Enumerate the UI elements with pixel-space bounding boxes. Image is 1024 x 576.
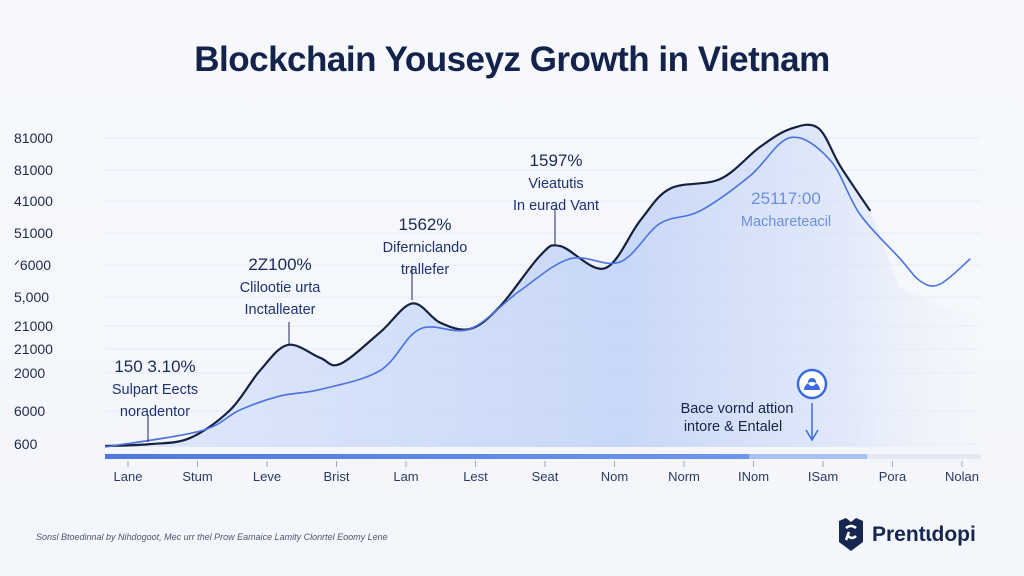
- progress-bar: [105, 454, 981, 459]
- annotation-value: 1597%: [530, 151, 583, 170]
- annotation-label: Machareteacil: [741, 214, 831, 230]
- logo-text: Prentɩdopi: [872, 523, 976, 546]
- x-tick-label: Seat: [532, 469, 559, 484]
- y-tick-label: 81000: [14, 162, 53, 178]
- annotation-value: 150 3.10%: [114, 357, 195, 376]
- annotation-label: Inctalleater: [245, 302, 316, 318]
- x-tick-label: Brist: [324, 469, 350, 484]
- annotation-label: Diferniclando: [383, 240, 468, 256]
- annotation: 150 3.10% Sulpart Eects noradentor: [112, 357, 198, 442]
- x-tick-label: Lam: [393, 469, 418, 484]
- x-tick-label: Norm: [668, 469, 700, 484]
- annotation: 25117:00 Machareteacil: [741, 189, 831, 230]
- annotation-value: 1562%: [399, 215, 452, 234]
- annotation: 1562% Diferniclando trallefer: [383, 215, 468, 300]
- y-tick-label: 81000: [14, 130, 53, 146]
- chart-title: Blockchain Youseyz Growth in Vietnam: [194, 40, 830, 79]
- annotation-label: trallefer: [401, 262, 450, 278]
- y-tick-label: 51000: [14, 225, 53, 241]
- annotation-label: intore & Entalel: [684, 419, 782, 435]
- y-tick-label: 21000: [14, 341, 53, 357]
- y-tick-label: 2000: [14, 365, 45, 381]
- area-fill: [105, 124, 971, 448]
- x-tick-label: INom: [738, 469, 769, 484]
- y-tick-label: 6000: [14, 403, 45, 419]
- y-tick-label: ᐟ6000: [14, 257, 51, 273]
- x-tick-label: Lane: [114, 469, 143, 484]
- annotation: Bace vornd attion intore & Entalel: [681, 401, 794, 435]
- x-tick-label: Lest: [463, 469, 488, 484]
- annotation-value: 25117:00: [751, 189, 821, 208]
- x-tick-label: Stum: [182, 469, 212, 484]
- annotation-value: 2Z100%: [248, 255, 311, 274]
- progress-fill: [105, 454, 750, 459]
- x-tick-label: Leve: [253, 469, 281, 484]
- annotation-label: noradentor: [120, 404, 190, 420]
- annotation-label: Bace vornd attion: [681, 401, 794, 417]
- annotation: 2Z100% Clilootie urta Inctalleater: [240, 255, 322, 345]
- annotation-label: Clilootie urta: [240, 280, 322, 296]
- x-tick-label: Pora: [879, 469, 907, 484]
- source-note: Sonsl Btoedinnal by Nihdogoot, Mec urr t…: [36, 532, 388, 542]
- logo-shield-icon: [839, 518, 863, 551]
- x-tick-label: Nolan: [945, 469, 979, 484]
- annotation-label: Vieatutis: [528, 176, 583, 192]
- y-tick-label: 41000: [14, 193, 53, 209]
- info-icon[interactable]: [796, 368, 828, 442]
- y-tick-label: 21000: [14, 318, 53, 334]
- annotation-label: Sulpart Eects: [112, 382, 198, 398]
- annotation-label: In eurad Vant: [513, 198, 599, 214]
- annotation: 1597% Vieatutis In eurad Vant: [513, 151, 599, 245]
- x-tick-label: ISam: [808, 469, 838, 484]
- series-line-blue: [104, 136, 971, 448]
- x-tick-label: Nom: [601, 469, 628, 484]
- logo: Prentɩdopi: [836, 518, 976, 552]
- y-tick-label: 600: [14, 436, 38, 452]
- y-tick-label: 5,000: [14, 289, 49, 305]
